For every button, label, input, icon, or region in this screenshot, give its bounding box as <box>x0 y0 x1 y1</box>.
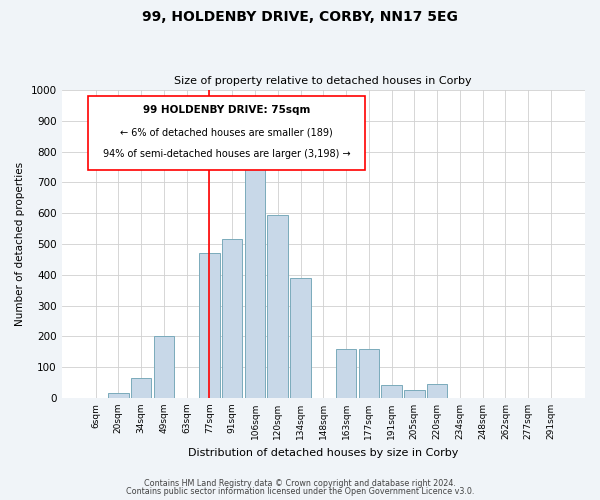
Text: 99, HOLDENBY DRIVE, CORBY, NN17 5EG: 99, HOLDENBY DRIVE, CORBY, NN17 5EG <box>142 10 458 24</box>
Bar <box>245 166 265 398</box>
Bar <box>290 278 311 398</box>
Text: 99 HOLDENBY DRIVE: 75sqm: 99 HOLDENBY DRIVE: 75sqm <box>143 106 310 116</box>
Bar <box>199 253 220 398</box>
Bar <box>427 384 448 398</box>
Bar <box>222 240 242 398</box>
Bar <box>382 385 402 398</box>
Y-axis label: Number of detached properties: Number of detached properties <box>15 162 25 326</box>
Bar <box>404 390 425 398</box>
FancyBboxPatch shape <box>88 96 365 170</box>
Bar <box>131 378 151 398</box>
Bar <box>359 348 379 398</box>
X-axis label: Distribution of detached houses by size in Corby: Distribution of detached houses by size … <box>188 448 458 458</box>
Text: Contains HM Land Registry data © Crown copyright and database right 2024.: Contains HM Land Registry data © Crown c… <box>144 478 456 488</box>
Bar <box>154 336 174 398</box>
Title: Size of property relative to detached houses in Corby: Size of property relative to detached ho… <box>175 76 472 86</box>
Bar <box>336 348 356 398</box>
Text: Contains public sector information licensed under the Open Government Licence v3: Contains public sector information licen… <box>126 487 474 496</box>
Bar <box>108 394 128 398</box>
Text: 94% of semi-detached houses are larger (3,198) →: 94% of semi-detached houses are larger (… <box>103 148 350 158</box>
Bar <box>268 214 288 398</box>
Text: ← 6% of detached houses are smaller (189): ← 6% of detached houses are smaller (189… <box>120 127 333 137</box>
